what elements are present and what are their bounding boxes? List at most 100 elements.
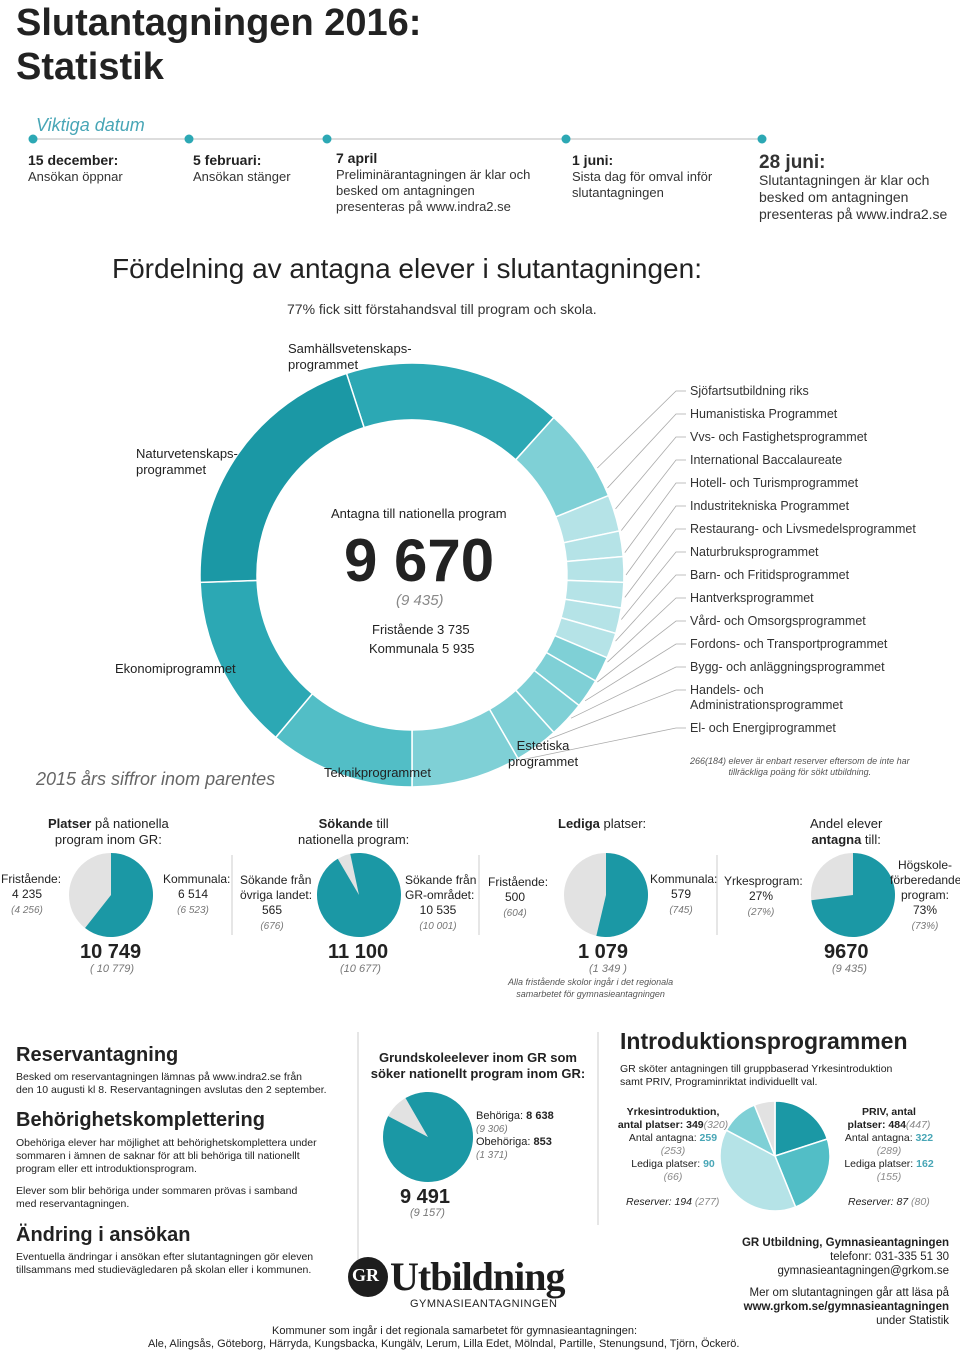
grundskole-legend: Behöriga: 8 638 (9 306) Obehöriga: 853 (… xyxy=(476,1110,554,1161)
sokande-total: 11 100 xyxy=(328,941,389,963)
timeline-item: 5 februari: Ansökan stänger xyxy=(193,152,291,184)
legend-leader-line xyxy=(621,551,686,620)
andring-heading: Ändring i ansökan xyxy=(16,1224,191,1246)
legend-item: Hotell- och Turismprogrammet xyxy=(690,476,859,490)
center-value: 9 670 xyxy=(344,527,495,594)
andel-yrkes: Yrkesprogram: 27% (27%) xyxy=(724,874,803,918)
intro-priv-reserver: Reserver: 87 (80) xyxy=(848,1196,930,1208)
legend-item: Humanistiska Programmet xyxy=(690,407,838,421)
behorighet-text: Obehöriga elever har möjlighet att behör… xyxy=(16,1137,317,1175)
legend-item: El- och Energiprogrammet xyxy=(690,721,836,735)
timeline-item: 7 april Preliminärantagningen är klar och… xyxy=(336,150,531,214)
pie-slice xyxy=(596,852,649,938)
donut-segment xyxy=(199,372,366,584)
legend-item: Vård- och Omsorgsprogrammet xyxy=(690,614,866,628)
footer-line1: Kommuner som ingår i det regionala samar… xyxy=(272,1325,638,1337)
reserve-note: 266(184) elever är enbart reserver efter… xyxy=(690,756,910,777)
distribution-heading: Fördelning av antagna elever i slutantag… xyxy=(112,253,702,284)
contact-block: GR Utbildning, Gymnasieantagningen telef… xyxy=(741,1237,950,1327)
pie-slice xyxy=(811,853,895,938)
legend-leader-line xyxy=(625,505,686,576)
intro-text: GR sköter antagningen till gruppbaserad … xyxy=(620,1063,893,1088)
logo-sub: GYMNASIEANTAGNINGEN xyxy=(410,1298,558,1310)
legend-item: Barn- och Fritidsprogrammet xyxy=(690,568,850,582)
page-title-line2: Statistik xyxy=(16,46,164,88)
contact-email[interactable]: gymnasieantagningen@grkom.se xyxy=(777,1265,950,1277)
legend-leader-line xyxy=(615,436,686,510)
page-title-line1: Slutantagningen 2016: xyxy=(16,2,422,44)
sokande-gr: Sökande från GR-området: 10 535 (10 001) xyxy=(405,873,477,932)
prev-year-note: 2015 års siffror inom parentes xyxy=(36,769,276,789)
behorighet-text2: Elever som blir behöriga under sommaren … xyxy=(16,1185,298,1210)
gr-logo-text: GR xyxy=(352,1265,379,1285)
center-label: Antagna till nationella program xyxy=(331,506,507,521)
legend-item: Hantverksprogrammet xyxy=(690,591,814,605)
label-estetiska: Estetiska programmet xyxy=(508,738,579,769)
intro-yrk: Yrkesintroduktion, antal platser: 349(320… xyxy=(617,1106,729,1183)
donut-segment xyxy=(199,579,314,739)
footer-line2: Ale, Alingsås, Göteborg, Härryda, Kungsb… xyxy=(148,1338,740,1350)
legend-leader-line xyxy=(621,459,686,531)
legend-item: Naturbruksprogrammet xyxy=(690,545,819,559)
legend-leader-line xyxy=(607,413,686,489)
legend-leader-line xyxy=(518,727,686,761)
center-fristaende: Fristående 3 735 xyxy=(372,622,470,637)
legend-item: Fordons- och Transportprogrammet xyxy=(690,637,888,651)
reserv-text: Besked om reservantagningen lämnas på ww… xyxy=(16,1071,327,1096)
distribution-subheading: 77% fick sitt förstahandsval till progra… xyxy=(287,301,597,317)
contact-url[interactable]: www.grkom.se/gymnasieantagningen xyxy=(743,1301,949,1313)
andel-total: 9670 xyxy=(824,941,869,963)
intro-heading: Introduktionsprogrammen xyxy=(620,1028,908,1054)
pie-slice xyxy=(383,1091,474,1182)
sokande-total-prev: (10 677) xyxy=(340,963,381,975)
legend-leader-line xyxy=(624,482,686,553)
intro-pie-slice xyxy=(719,1129,797,1212)
program-donut xyxy=(199,362,625,788)
grundskole-total-prev: (9 157) xyxy=(410,1207,445,1219)
lediga-total: 1 079 xyxy=(578,941,629,963)
legend-item: Sjöfartsutbildning riks xyxy=(690,384,809,398)
timeline-dot xyxy=(561,134,571,144)
label-ekonomi: Ekonomiprogrammet xyxy=(115,661,236,676)
legend-item: International Baccalaureate xyxy=(690,453,843,467)
donut-segment xyxy=(345,362,555,461)
timeline-dot xyxy=(322,134,332,144)
center-prev: (9 435) xyxy=(396,592,444,609)
timeline-dot xyxy=(184,134,194,144)
andel-heading: Andel elever antagna till: xyxy=(810,816,883,847)
logo-name: Utbildning xyxy=(390,1254,566,1299)
platser-heading: Platser på nationella program inom GR: xyxy=(48,816,169,847)
andring-text: Eventuella ändringar i ansökan efter slu… xyxy=(16,1251,314,1276)
program-legend-lines xyxy=(518,390,686,761)
platser-kommunala: Kommunala: 6 514 (6 523) xyxy=(163,872,231,916)
andel-total-prev: (9 435) xyxy=(832,963,867,975)
intro-pie-slice xyxy=(753,1100,776,1157)
stat-pies xyxy=(69,852,895,1212)
legend-leader-line xyxy=(584,643,686,702)
timeline-item: 1 juni: Sista dag för omval inför slutanta… xyxy=(572,152,713,200)
timeline-dot xyxy=(757,134,767,144)
timeline-item: 28 juni: Slutantagningen är klar och beske… xyxy=(759,152,948,222)
legend-leader-line xyxy=(570,666,686,719)
dates-heading: Viktiga datum xyxy=(36,115,145,135)
gr-logo-circle xyxy=(348,1257,388,1297)
legend-item: Administrationsprogrammet xyxy=(690,698,843,712)
lediga-heading: Lediga platser: xyxy=(558,816,647,831)
legend-leader-line xyxy=(597,620,686,683)
center-kommunala: Kommunala 5 935 xyxy=(369,641,475,656)
legend-leader-line xyxy=(615,574,686,642)
lediga-fristaende: Fristående: 500 (604) xyxy=(488,875,549,919)
platser-total: 10 749 xyxy=(80,941,142,963)
label-samhallsvetenskap: Samhällsvetenskaps-programmet xyxy=(288,341,412,372)
intro-pie-slice xyxy=(774,1100,829,1158)
timeline-item: 15 december: Ansökan öppnar xyxy=(28,152,123,184)
label-teknik: Teknikprogrammet xyxy=(324,765,431,780)
lediga-total-prev: (1 349 ) xyxy=(589,963,627,975)
legend-leader-line xyxy=(549,689,686,740)
pie-slice xyxy=(316,852,401,937)
reserv-heading: Reservantagning xyxy=(16,1044,179,1066)
pie-slice xyxy=(85,853,154,937)
behorighet-heading: Behörighetskomplettering xyxy=(16,1109,265,1131)
intro-yrk-reserver: Reserver: 194 (277) xyxy=(626,1196,720,1208)
donut-segment xyxy=(565,555,625,584)
